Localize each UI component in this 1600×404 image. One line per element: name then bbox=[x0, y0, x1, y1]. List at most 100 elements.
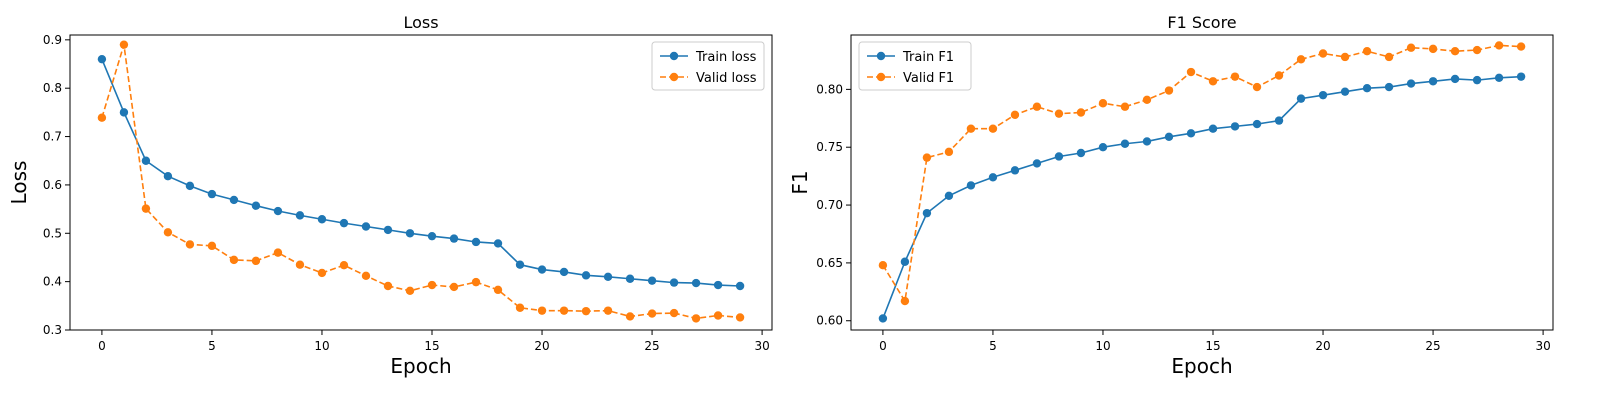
f1-chart-x-axis-label: Epoch bbox=[1171, 354, 1232, 378]
f1-series-valid-point bbox=[1362, 46, 1372, 56]
loss-chart: Loss Epoch Loss 0 5 10 15 20 25 30 0.3 0.4 0.5 0.6… bbox=[7, 13, 773, 378]
f1-x-tick-label: 20 bbox=[1315, 339, 1330, 353]
f1-series-valid-point bbox=[1428, 44, 1438, 54]
f1-chart-title: F1 Score bbox=[1167, 13, 1236, 32]
f1-series-train-point bbox=[1208, 124, 1218, 133]
loss-series-valid-point bbox=[713, 311, 723, 320]
loss-series-train-point bbox=[295, 211, 305, 220]
loss-series-train-point bbox=[691, 278, 701, 288]
loss-series-valid-point bbox=[537, 306, 547, 315]
f1-series-train-point bbox=[1032, 159, 1042, 168]
f1-series-train-point bbox=[1120, 139, 1130, 148]
loss-series-valid-point bbox=[361, 271, 371, 281]
f1-series-train-point bbox=[1362, 84, 1372, 93]
loss-legend-label-train: Train loss bbox=[695, 50, 757, 65]
loss-series-valid-point bbox=[295, 260, 305, 269]
loss-series-valid-point bbox=[691, 314, 701, 323]
f1-series-valid-point bbox=[944, 147, 954, 157]
f1-series-train-point bbox=[1340, 87, 1350, 96]
loss-series-train-point bbox=[185, 181, 195, 191]
f1-x-tick-label: 25 bbox=[1425, 339, 1440, 353]
loss-series-valid-point bbox=[317, 268, 327, 278]
loss-series-train-point bbox=[273, 206, 283, 216]
loss-x-tick-label: 10 bbox=[314, 339, 329, 353]
f1-y-tick-label: 0.75 bbox=[816, 140, 843, 154]
loss-series-train-point bbox=[383, 225, 393, 235]
loss-chart-x-axis-label: Epoch bbox=[390, 354, 451, 378]
f1-x-tick-label: 5 bbox=[989, 339, 997, 353]
f1-series-train-point bbox=[1406, 79, 1416, 88]
f1-series-valid-point bbox=[1054, 109, 1064, 118]
loss-series-valid-point bbox=[273, 248, 283, 257]
f1-series-valid-point bbox=[1186, 67, 1196, 77]
loss-y-tick-label: 0.6 bbox=[43, 178, 62, 192]
loss-series-train-point bbox=[229, 195, 239, 205]
f1-series-valid-point bbox=[1142, 95, 1152, 104]
f1-series-train-point bbox=[1164, 132, 1174, 142]
loss-series-train-point bbox=[361, 222, 371, 231]
f1-series-valid-point bbox=[900, 296, 910, 306]
f1-x-tick-label: 15 bbox=[1205, 339, 1220, 353]
loss-x-tick-label: 20 bbox=[534, 339, 549, 353]
loss-series-train-point bbox=[449, 234, 459, 243]
f1-legend-marker-train bbox=[876, 51, 886, 61]
loss-x-tick-label: 5 bbox=[208, 339, 216, 353]
f1-series-valid-point bbox=[1076, 108, 1086, 117]
f1-plot-frame bbox=[850, 34, 1554, 331]
loss-series-valid-point bbox=[185, 240, 195, 249]
f1-series-train-point bbox=[1098, 143, 1108, 152]
loss-y-tick-label: 0.8 bbox=[43, 81, 62, 95]
loss-series-valid-point bbox=[647, 309, 657, 318]
loss-series-train-point bbox=[735, 281, 745, 291]
loss-y-tick-label: 0.5 bbox=[43, 226, 62, 240]
loss-y-tick-label: 0.3 bbox=[43, 323, 62, 337]
loss-series-train-point bbox=[97, 54, 107, 64]
f1-x-tick-label: 30 bbox=[1535, 339, 1550, 353]
f1-series-train-point bbox=[1252, 119, 1262, 129]
loss-series-train-point bbox=[713, 280, 723, 290]
f1-series-train-point bbox=[1230, 122, 1240, 131]
f1-series-valid-point bbox=[1098, 99, 1108, 108]
loss-series-train-point bbox=[581, 271, 591, 280]
f1-series-train-point bbox=[900, 257, 910, 266]
f1-series-valid-point bbox=[1516, 42, 1526, 51]
loss-series-train-point bbox=[515, 260, 525, 269]
loss-series-valid-line bbox=[101, 44, 741, 320]
loss-series-train-point bbox=[559, 267, 569, 277]
loss-series-valid-point bbox=[603, 306, 613, 315]
loss-series-train-point bbox=[603, 272, 613, 282]
f1-y-tick-label: 0.65 bbox=[816, 256, 843, 270]
loss-series-valid-point bbox=[427, 280, 437, 290]
f1-series-train-point bbox=[988, 173, 998, 182]
f1-series-valid-point bbox=[966, 124, 976, 133]
loss-series-train-point bbox=[471, 237, 481, 247]
f1-series-valid-point bbox=[988, 124, 998, 133]
loss-series-valid-point bbox=[449, 282, 459, 292]
loss-series-train-point bbox=[119, 108, 129, 117]
f1-series-train-line bbox=[882, 75, 1522, 319]
loss-series-train-point bbox=[669, 278, 679, 287]
f1-series-valid-point bbox=[1208, 77, 1218, 86]
loss-series-valid-point bbox=[581, 306, 591, 316]
loss-series-valid-point bbox=[229, 255, 239, 265]
loss-series-train-point bbox=[427, 231, 437, 241]
f1-series-valid-point bbox=[1032, 102, 1042, 111]
f1-legend-label-valid: Valid F1 bbox=[903, 71, 954, 86]
f1-series-train-point bbox=[878, 314, 888, 323]
f1-series-valid-point bbox=[1450, 46, 1460, 56]
f1-series-valid-point bbox=[1120, 102, 1130, 111]
loss-series-valid-point bbox=[163, 228, 173, 237]
loss-series-train-point bbox=[405, 229, 415, 238]
loss-series-train-point bbox=[251, 201, 261, 210]
loss-series-train-point bbox=[317, 215, 327, 224]
f1-series-valid-point bbox=[922, 153, 932, 162]
f1-series-train-point bbox=[1142, 137, 1152, 146]
f1-series-train-point bbox=[1318, 90, 1328, 100]
f1-chart-y-axis-label: F1 bbox=[788, 170, 812, 194]
f1-series-valid-point bbox=[1472, 45, 1482, 55]
f1-series-train-point bbox=[966, 181, 976, 190]
loss-series-train-point bbox=[163, 172, 173, 181]
f1-chart: F1 Score Epoch F1 0 5 10 15 20 25 30 0.60 0.65 0.… bbox=[788, 13, 1554, 378]
loss-legend-box bbox=[651, 41, 765, 91]
